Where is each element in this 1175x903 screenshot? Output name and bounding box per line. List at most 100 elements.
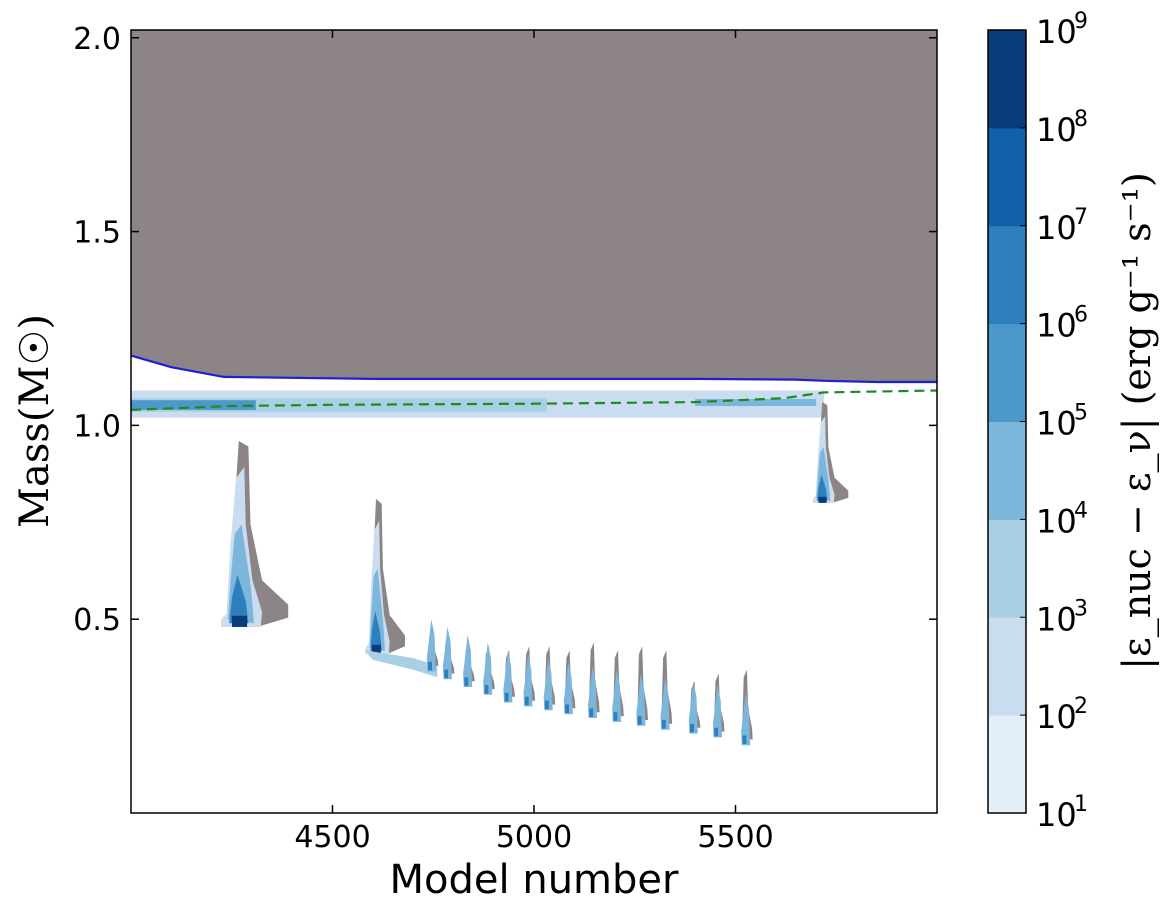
colorbar-tick-label: 10 [1036, 111, 1077, 149]
y-axis-label: Mass(M☉) [12, 314, 58, 528]
x-tick-label: 4500 [294, 820, 370, 855]
mini-flash-core [714, 727, 719, 737]
mini-flash-burning [563, 661, 573, 715]
mini-flash-core [661, 719, 666, 729]
mini-flash-burning [503, 650, 513, 703]
colorbar-tick-label: 10 [1036, 698, 1077, 736]
x-axis-label: Model number [390, 857, 679, 903]
mini-flash-core [484, 685, 489, 694]
mini-flash-3 [463, 634, 475, 687]
colorbar-tick-label: 10 [1036, 502, 1077, 540]
flash-1 [221, 440, 289, 627]
y-tick-label: 0.5 [73, 603, 121, 638]
mini-flash-core [428, 661, 432, 671]
colorbar-tick-exponent: 9 [1074, 9, 1088, 34]
mini-flash-burning [523, 654, 533, 707]
mini-flash-11 [636, 646, 648, 726]
y-tick-label: 2.0 [73, 22, 121, 57]
mini-flash-core [742, 735, 747, 745]
colorbar-tick-label: 10 [1036, 796, 1077, 834]
colorbar-tick-exponent: 7 [1074, 205, 1088, 230]
mini-flash-7 [543, 646, 556, 711]
flash-burning-core [817, 474, 828, 501]
colorbar-tick-label: 10 [1036, 600, 1077, 638]
y-tick-label: 1.0 [73, 409, 121, 444]
mini-flash-core [637, 716, 642, 725]
colorbar [988, 30, 1026, 814]
mini-flash-burning [636, 673, 646, 726]
flash-burning-core [229, 574, 249, 624]
y-axis-ticks: 0.5 1.0 1.5 2.0 [73, 22, 937, 638]
colorbar-segment [988, 519, 1026, 618]
mini-flash-13 [688, 681, 701, 734]
mini-flash-core [613, 712, 618, 721]
colorbar-tick-exponent: 6 [1074, 303, 1088, 328]
y-tick-label: 1.5 [73, 216, 121, 251]
colorbar-tick-label: 10 [1036, 13, 1077, 51]
mini-flash-core [690, 723, 694, 733]
mini-flash-burning [426, 619, 436, 672]
mini-flash-9 [588, 642, 600, 718]
colorbar-tick-exponent: 3 [1074, 596, 1088, 621]
plot-area [131, 30, 937, 813]
mini-flash-burning [612, 669, 622, 722]
flash-peak [371, 644, 381, 655]
colorbar-tick-exponent: 2 [1074, 694, 1088, 719]
mini-flash-core [565, 704, 569, 713]
colorbar-tick-exponent: 5 [1074, 401, 1088, 426]
mini-flash-core [464, 677, 469, 686]
convective-layer [131, 30, 937, 382]
convective-region [131, 30, 937, 382]
colorbar-tick-label: 10 [1036, 307, 1077, 345]
colorbar-segment [988, 323, 1026, 422]
mini-flash-core [524, 696, 529, 706]
x-axis-ticks: 4500 5000 5500 [294, 30, 774, 855]
colorbar-tick-label: 10 [1036, 209, 1077, 247]
shell-band-right [695, 399, 817, 406]
mini-flash-12 [660, 650, 673, 730]
mini-flash-burning [588, 665, 597, 718]
flash-layer [221, 402, 849, 746]
mini-flash-burning [688, 681, 698, 734]
mini-flash-5 [503, 650, 515, 703]
mini-flash-burning [442, 626, 452, 680]
flash-trail-shape [364, 650, 438, 678]
colorbar-segment [988, 225, 1026, 325]
line-layer [131, 354, 937, 411]
mini-flash-1 [426, 619, 439, 672]
flash-burning-core [370, 610, 382, 651]
colorbar-segment [988, 421, 1026, 520]
colorbar-label: |ε_nuc − ε_ν| (erg g⁻¹ s⁻¹) [1115, 172, 1160, 670]
mini-flash-2 [442, 626, 455, 680]
mini-flash-4 [483, 642, 495, 695]
x-tick-label: 5000 [496, 820, 572, 855]
shell-band-layer [131, 390, 825, 418]
mini-flash-burning [741, 692, 751, 746]
mini-flash-core [444, 669, 449, 679]
dashed-line [131, 389, 937, 411]
mini-flash-burning [483, 642, 493, 695]
mini-flash-15 [741, 669, 753, 746]
boundary-line [131, 354, 937, 384]
flash-2 [365, 499, 405, 655]
mini-flash-core [544, 700, 549, 710]
flash-peak [818, 496, 827, 503]
x-tick-label: 5500 [697, 820, 773, 855]
colorbar-tick-exponent: 8 [1074, 107, 1088, 132]
mini-flash-14 [712, 673, 725, 738]
flash-peak [231, 615, 248, 627]
colorbar-tick-exponent: 4 [1074, 498, 1088, 523]
mini-flash-core [504, 692, 509, 702]
colorbar-segment [988, 30, 1026, 129]
colorbar-tick-exponent: 1 [1074, 792, 1088, 817]
mini-flash-burning [543, 658, 553, 711]
mini-flash-burning [712, 685, 722, 738]
mini-flash-core [589, 708, 594, 717]
colorbar-segment [988, 127, 1026, 227]
mini-flash-6 [523, 646, 536, 707]
flash-3 [812, 402, 849, 503]
mini-flash-8 [563, 650, 576, 715]
colorbar-segment [988, 617, 1026, 716]
mini-flash-10 [612, 650, 624, 722]
